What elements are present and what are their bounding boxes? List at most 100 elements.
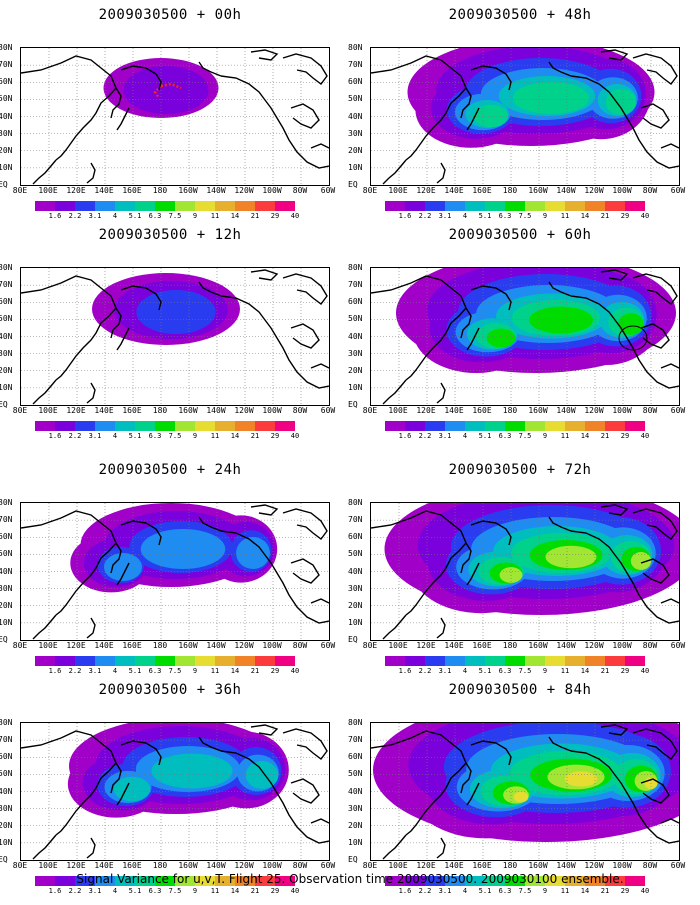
- colorbar-swatch: [215, 656, 235, 666]
- coastline: [32, 379, 57, 405]
- latitude-label: 80N: [0, 43, 13, 52]
- longitude-label: 160W: [178, 406, 198, 415]
- longitude-label: 140W: [556, 641, 576, 650]
- latitude-label: 50N: [348, 314, 363, 324]
- colorbar-label: 5.1: [478, 432, 492, 440]
- latitude-label: 60N: [348, 532, 363, 542]
- longitude-label: 120W: [584, 406, 604, 415]
- longitude-label: 80E: [12, 641, 28, 650]
- longitude-label: 120E: [66, 186, 86, 195]
- colorbar-swatch: [115, 201, 135, 211]
- coastline: [460, 307, 472, 339]
- colorbar-swatch: [605, 421, 625, 431]
- colorbar-label: 29: [270, 432, 280, 440]
- latitude-label: 10N: [0, 617, 13, 627]
- colorbar-label: 1.6: [398, 432, 412, 440]
- colorbar-label: 6.3: [498, 667, 512, 675]
- colorbar-swatch: [155, 201, 175, 211]
- coastline: [466, 562, 480, 586]
- colorbar-label: 40: [290, 887, 300, 895]
- latitude-label: 30N: [0, 348, 13, 358]
- colorbar-label: 1.6: [398, 667, 412, 675]
- longitude-label: 80W: [642, 861, 658, 870]
- coastline: [660, 143, 679, 149]
- longitude-label: 160E: [472, 641, 492, 650]
- coastline: [116, 327, 130, 351]
- colorbar-label: 5.1: [128, 887, 142, 895]
- coastline: [290, 778, 320, 804]
- latitude-label: 40N: [0, 566, 13, 576]
- longitude-label: 100E: [38, 641, 58, 650]
- variance-map: [370, 502, 680, 641]
- coastline: [120, 285, 162, 311]
- colorbar-label: 11: [560, 887, 570, 895]
- map-panel: 2009030500 + 36h 80N 70N 60N 50N 40N 30N 20N 10N…: [0, 680, 340, 905]
- coastline: [466, 782, 480, 806]
- colorbar-label: 9: [542, 887, 548, 895]
- colorbar-label: 5.1: [478, 667, 492, 675]
- longitude-label: 160W: [178, 861, 198, 870]
- panel-title: 2009030500 + 48h: [448, 7, 592, 23]
- longitude-label: 180: [502, 186, 518, 195]
- colorbar-label: 40: [290, 212, 300, 220]
- coastline: [32, 614, 57, 640]
- longitude-label: 80E: [362, 406, 378, 415]
- longitude-label: 160W: [528, 406, 548, 415]
- longitude-label: 160W: [178, 186, 198, 195]
- latitude-label: 20N: [0, 365, 13, 375]
- coastline: [600, 504, 629, 516]
- colorbar-swatch: [545, 876, 565, 886]
- colorbar: [385, 876, 645, 886]
- colorbar: [35, 421, 295, 431]
- colorbar-label: 40: [640, 667, 650, 675]
- coastline: [116, 562, 130, 586]
- longitude-label: 180: [502, 641, 518, 650]
- colorbar-swatch: [75, 656, 95, 666]
- longitude-label: 160W: [528, 861, 548, 870]
- coastline: [548, 281, 572, 297]
- colorbar-label: 4: [112, 432, 118, 440]
- coastline: [632, 508, 678, 540]
- latitude-label: 70N: [348, 735, 363, 745]
- longitude-label: 180: [502, 406, 518, 415]
- latitude-label: 20N: [0, 600, 13, 610]
- coastline: [86, 382, 96, 404]
- colorbar-swatch: [485, 876, 505, 886]
- coastline: [640, 558, 670, 584]
- longitude-label: 180: [152, 186, 168, 195]
- colorbar-swatch: [55, 876, 75, 886]
- colorbar-label: 1.6: [48, 432, 62, 440]
- coastline: [198, 61, 222, 77]
- coastline: [660, 363, 679, 369]
- longitude-label: 160W: [528, 641, 548, 650]
- coastline: [436, 617, 446, 639]
- colorbar-label: 21: [250, 667, 260, 675]
- latitude-label: 70N: [348, 280, 363, 290]
- longitude-label: 100W: [612, 406, 632, 415]
- latitude-label: 40N: [348, 111, 363, 121]
- colorbar-swatch: [485, 656, 505, 666]
- coastline: [470, 740, 512, 766]
- colorbar-swatch: [195, 876, 215, 886]
- colorbar-swatch: [425, 656, 445, 666]
- longitude-label: 140E: [94, 186, 114, 195]
- colorbar-label: 14: [230, 432, 240, 440]
- colorbar-swatch: [625, 201, 645, 211]
- colorbar-swatch: [425, 876, 445, 886]
- coastline: [570, 295, 679, 389]
- longitude-label: 140W: [206, 641, 226, 650]
- colorbar-swatch: [385, 421, 405, 431]
- map-panel: 2009030500 + 60h 80N 70N 60N 50N 40N 30N 20N 10N…: [348, 225, 690, 450]
- longitude-label: 100E: [388, 406, 408, 415]
- coastline: [198, 281, 222, 297]
- coastline: [460, 542, 472, 574]
- longitude-label: 160W: [178, 641, 198, 650]
- coastline: [570, 75, 679, 169]
- colorbar-label: 29: [620, 887, 630, 895]
- colorbar-swatch: [95, 876, 115, 886]
- latitude-label: 20N: [0, 820, 13, 830]
- colorbar-swatch: [405, 876, 425, 886]
- colorbar-swatch: [465, 421, 485, 431]
- latitude-label: 80N: [348, 498, 363, 507]
- latitude-label: 50N: [348, 769, 363, 779]
